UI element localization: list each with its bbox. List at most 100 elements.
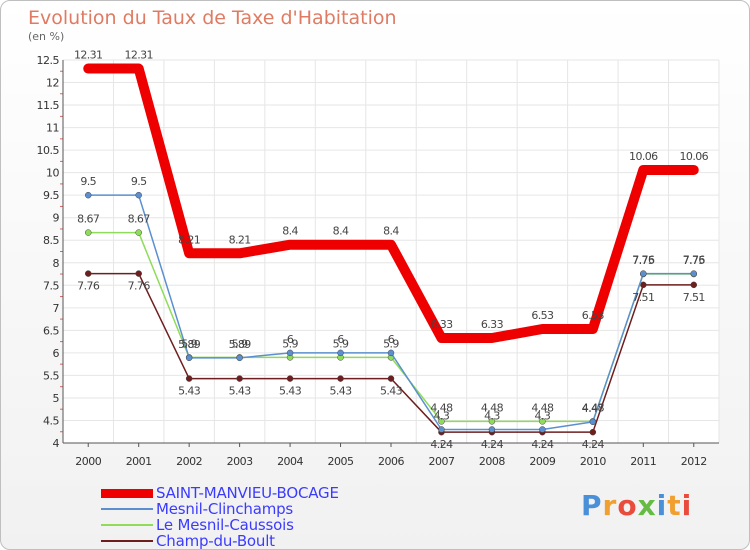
data-point: [438, 426, 445, 433]
data-point: [135, 270, 142, 277]
data-label: 4.48: [531, 401, 554, 414]
data-label: 7.76: [683, 254, 706, 267]
data-label: 9.5: [131, 175, 147, 188]
y-tick-label: 7.5: [43, 279, 59, 292]
data-point: [185, 354, 193, 362]
x-tick-label: 2001: [126, 455, 152, 468]
data-label: 10.06: [629, 150, 658, 163]
data-point: [286, 375, 294, 382]
data-label: 7.51: [632, 291, 654, 304]
data-point: [488, 426, 496, 433]
data-point: [236, 375, 243, 382]
x-tick-label: 2003: [227, 455, 253, 468]
data-label: 5.43: [178, 385, 201, 398]
data-label: 4.24: [481, 438, 504, 451]
proxiti-logo: Proxiti: [581, 489, 692, 522]
y-tick-label: 5: [53, 392, 60, 405]
y-tick-label: 9.5: [43, 189, 59, 202]
y-tick-label: 12: [46, 77, 59, 90]
data-label: 4.47: [582, 402, 605, 415]
data-label: 5.43: [329, 385, 352, 398]
data-point: [690, 281, 698, 289]
data-point: [387, 349, 395, 357]
data-label: 6.53: [582, 309, 605, 322]
y-tick-label: 5.5: [43, 369, 59, 382]
data-label: 12.31: [74, 49, 103, 62]
data-label: 5.9: [383, 337, 399, 350]
data-label: 4.24: [582, 438, 605, 451]
data-label: 4.48: [481, 401, 504, 414]
data-point: [640, 281, 647, 289]
data-label: 6.53: [531, 309, 554, 322]
data-point: [539, 426, 546, 433]
x-tick-label: 2005: [328, 455, 354, 468]
data-point: [84, 229, 92, 236]
data-point: [387, 375, 395, 382]
x-tick-label: 2008: [479, 455, 505, 468]
data-point: [185, 375, 193, 382]
legend-label: Le Mesnil-Caussois: [156, 516, 294, 534]
data-label: 8.21: [229, 233, 251, 246]
legend-swatch: [101, 540, 153, 542]
logo-letter: r: [602, 489, 618, 522]
data-label: 5.89: [178, 338, 201, 351]
data-point: [640, 270, 647, 277]
data-label: 4.3: [535, 409, 551, 422]
y-tick-label: 4: [53, 437, 60, 450]
data-point: [337, 375, 344, 382]
data-label: 8.4: [383, 225, 399, 238]
data-point: [488, 418, 496, 425]
data-label: 4.3: [484, 409, 500, 422]
data-label: 7.76: [77, 280, 100, 293]
data-label: 8.21: [178, 233, 200, 246]
data-point: [589, 418, 597, 426]
x-tick-label: 2002: [176, 455, 202, 468]
data-label: 6: [388, 333, 395, 346]
x-tick-label: 2006: [378, 455, 404, 468]
data-label: 6: [287, 333, 294, 346]
y-tick-label: 10: [46, 167, 59, 180]
legend-swatch: [101, 524, 153, 526]
data-label: 4.3: [434, 409, 450, 422]
x-tick-label: 2010: [580, 455, 606, 468]
legend-label: Champ-du-Boult: [156, 532, 275, 550]
data-label: 7.75: [632, 254, 655, 267]
y-tick-label: 9: [53, 212, 60, 225]
y-axis-unit: (en %): [28, 30, 65, 43]
data-label: 5.9: [181, 337, 197, 350]
data-point: [135, 229, 142, 236]
logo-letter: x: [637, 489, 657, 522]
data-label: 5.9: [282, 337, 298, 350]
x-tick-label: 2004: [277, 455, 303, 468]
data-label: 5.43: [229, 385, 252, 398]
x-tick-label: 2007: [428, 455, 454, 468]
y-tick-label: 8.5: [43, 234, 59, 247]
chart-title: Evolution du Taux de Taxe d'Habitation: [28, 7, 397, 29]
logo-letter: o: [617, 489, 638, 522]
logo-letter: i: [681, 489, 693, 522]
data-label: 4.48: [582, 401, 605, 414]
data-point: [84, 270, 92, 277]
data-point: [236, 354, 243, 362]
data-label: 10.06: [680, 150, 709, 163]
x-tick-label: 2009: [529, 455, 555, 468]
data-label: 5.9: [232, 337, 248, 350]
data-label: 4.24: [430, 438, 453, 451]
data-label: 8.67: [77, 213, 100, 226]
legend-swatch: [101, 488, 153, 498]
data-label: 6: [337, 333, 344, 346]
legend-label: SAINT-MANVIEU-BOCAGE: [156, 484, 339, 502]
data-label: 5.89: [229, 338, 252, 351]
y-tick-label: 6: [53, 347, 60, 360]
data-point: [84, 191, 92, 199]
x-tick-label: 2011: [630, 455, 656, 468]
data-label: 8.4: [333, 225, 349, 238]
logo-letter: t: [667, 489, 682, 522]
data-label: 6.33: [481, 318, 504, 331]
data-label: 7.51: [683, 291, 705, 304]
x-tick-label: 2000: [75, 455, 101, 468]
data-label: 8.4: [282, 225, 298, 238]
data-point: [539, 418, 546, 425]
x-tick-label: 2012: [681, 455, 707, 468]
